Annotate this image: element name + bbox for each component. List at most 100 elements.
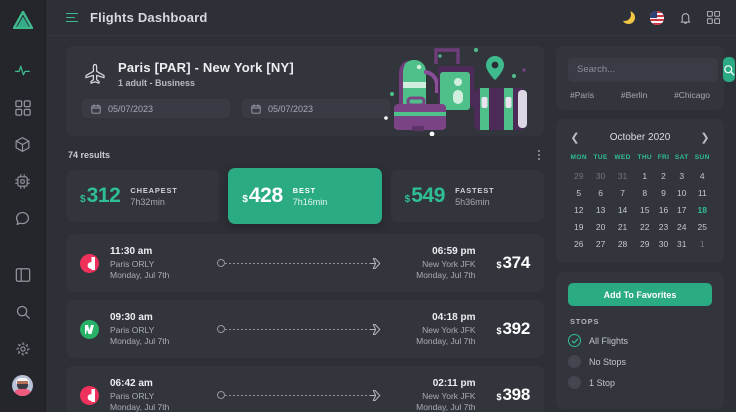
location-pin xyxy=(486,56,504,80)
calendar-day[interactable]: 12 xyxy=(574,204,584,215)
arrive-airport: New York JFK xyxy=(422,325,476,335)
stops-option-all-flights[interactable]: All Flights xyxy=(568,334,712,347)
calendar-day[interactable]: 25 xyxy=(697,221,707,232)
calendar-day[interactable]: 31 xyxy=(676,238,687,249)
calendar-day[interactable]: 15 xyxy=(640,204,650,215)
hamburger-menu-icon[interactable] xyxy=(66,12,78,23)
add-to-favorites-button[interactable]: Add To Favorites xyxy=(568,283,712,306)
calendar-grid: MON TUE WED THU FRI SAT SUN 29 30 xyxy=(567,154,713,252)
calendar-day[interactable]: 24 xyxy=(676,221,687,232)
sidebar-item-search[interactable] xyxy=(0,293,46,330)
price-value: 312 xyxy=(86,184,121,207)
chevron-right-icon[interactable]: ❯ xyxy=(700,131,710,144)
calendar-day[interactable]: 13 xyxy=(595,204,606,215)
sidebar-item-profile[interactable] xyxy=(0,367,46,404)
box-package-icon xyxy=(15,137,30,152)
arrive-date: Monday, Jul 7th xyxy=(416,270,476,280)
us-flag-icon[interactable] xyxy=(650,10,664,25)
depart-date-field[interactable]: 05/07/2023 xyxy=(82,99,230,118)
bell-notification-icon[interactable] xyxy=(679,11,692,25)
calendar-day[interactable]: 30 xyxy=(658,238,669,249)
calendar-day[interactable]: 8 xyxy=(642,187,648,198)
calendar-day[interactable]: 27 xyxy=(595,238,606,249)
search-panel: #Paris #Berlin #Chicago xyxy=(556,46,735,110)
calendar-day[interactable]: 5 xyxy=(576,187,582,198)
sidebar-nav-top xyxy=(0,52,45,237)
search-tag-paris[interactable]: #Paris xyxy=(570,90,595,100)
arrival-info: 04:18 pm New York JFK Monday, Jul 7th xyxy=(404,312,476,346)
calendar-day[interactable]: 19 xyxy=(574,221,584,232)
calendar-day[interactable]: 31 xyxy=(617,170,628,181)
sidebar-item-layout[interactable] xyxy=(0,256,46,293)
calendar-day[interactable]: 2 xyxy=(661,170,666,181)
price-card-best[interactable]: $ 428 BEST 7h16min xyxy=(228,168,382,224)
depart-time: 09:30 am xyxy=(110,312,153,323)
flight-row[interactable]: 11:30 am Paris ORLY Monday, Jul 7th 06:5… xyxy=(66,234,544,292)
price-duration: 7h16min xyxy=(292,196,328,207)
sidebar-item-settings[interactable] xyxy=(0,330,46,367)
more-vertical-icon[interactable] xyxy=(536,148,542,162)
calendar-day[interactable]: 4 xyxy=(699,170,705,181)
price-card-cheapest[interactable]: $ 312 CHEAPEST 7h32min xyxy=(66,170,220,222)
return-date-field[interactable]: 05/07/2023 xyxy=(242,99,390,118)
calendar-week: 19 20 21 22 23 24 25 xyxy=(567,218,713,235)
price-amount: $ 428 xyxy=(242,184,283,208)
price-value: 549 xyxy=(411,184,446,207)
sidebar-item-activity[interactable] xyxy=(0,52,46,89)
search-tag-berlin[interactable]: #Berlin xyxy=(620,90,648,100)
calendar-day[interactable]: 1 xyxy=(642,170,648,181)
calendar-day[interactable]: 10 xyxy=(676,187,687,198)
search-icon xyxy=(16,305,30,319)
calendar-day[interactable]: 3 xyxy=(679,170,685,181)
sidebar-item-devices[interactable] xyxy=(0,163,46,200)
sidebar-item-dashboard[interactable] xyxy=(0,89,46,126)
calendar-day[interactable]: 16 xyxy=(658,204,669,215)
calendar-day[interactable]: 21 xyxy=(617,221,628,232)
arrival-info: 06:59 pm New York JFK Monday, Jul 7th xyxy=(404,246,476,280)
depart-airport: Paris ORLY xyxy=(110,391,155,401)
search-button[interactable] xyxy=(723,57,735,82)
chevron-left-icon[interactable]: ❮ xyxy=(570,131,580,144)
price-card-fastest[interactable]: $ 549 FASTEST 5h36min xyxy=(390,170,544,222)
sidebar-item-packages[interactable] xyxy=(0,126,46,163)
moon-dark-mode-icon[interactable] xyxy=(618,8,635,24)
calendar-day[interactable]: 23 xyxy=(658,221,669,232)
calendar-day[interactable]: 14 xyxy=(617,204,628,215)
departure-info: 11:30 am Paris ORLY Monday, Jul 7th xyxy=(110,246,196,280)
arrive-airport: New York JFK xyxy=(422,259,476,269)
return-date-value: 05/07/2023 xyxy=(268,103,314,114)
weekday-wed: WED xyxy=(614,154,631,161)
flight-row[interactable]: 09:30 am Paris ORLY Monday, Jul 7th 04:1… xyxy=(66,300,544,358)
airplane-icon xyxy=(368,389,380,401)
calendar-day[interactable]: 7 xyxy=(620,187,625,198)
flight-row[interactable]: 06:42 am Paris ORLY Monday, Jul 7th 02:1… xyxy=(66,366,544,412)
grid-apps-icon[interactable] xyxy=(707,11,720,24)
stops-option-one-stop[interactable]: 1 Stop xyxy=(568,376,712,389)
sidebar-item-messages[interactable] xyxy=(0,200,46,237)
calendar-day[interactable]: 26 xyxy=(574,238,584,249)
calendar-day[interactable]: 20 xyxy=(595,221,606,232)
calendar-day[interactable]: 28 xyxy=(617,238,628,249)
search-tag-chicago[interactable]: #Chicago xyxy=(674,90,710,100)
calendar-day[interactable]: 6 xyxy=(598,187,604,198)
gear-settings-icon xyxy=(15,341,30,356)
price-value: 374 xyxy=(502,253,531,272)
calendar-day[interactable]: 30 xyxy=(595,170,606,181)
calendar-day[interactable]: 22 xyxy=(640,221,650,232)
calendar-day[interactable]: 29 xyxy=(574,170,584,181)
calendar-day-selected[interactable]: 18 xyxy=(697,204,707,215)
calendar-day[interactable]: 17 xyxy=(676,204,687,215)
depart-time: 06:42 am xyxy=(110,378,153,389)
departure-info: 09:30 am Paris ORLY Monday, Jul 7th xyxy=(110,312,196,346)
stops-option-no-stops[interactable]: No Stops xyxy=(568,355,712,368)
weekday-mon: MON xyxy=(570,154,587,161)
route-title: Paris [PAR] - New York [NY] xyxy=(118,60,294,75)
calendar-day[interactable]: 11 xyxy=(697,187,707,198)
airplane-icon xyxy=(85,63,105,84)
app-logo[interactable] xyxy=(0,0,45,40)
price-amount: $ 549 xyxy=(405,184,446,208)
calendar-day[interactable]: 1 xyxy=(699,238,705,249)
search-input[interactable] xyxy=(568,57,718,82)
calendar-day[interactable]: 29 xyxy=(640,238,650,249)
calendar-day[interactable]: 9 xyxy=(661,187,666,198)
